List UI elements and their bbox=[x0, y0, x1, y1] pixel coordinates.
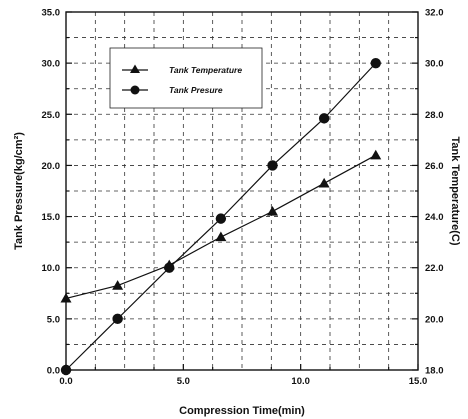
data-point-pressure bbox=[370, 57, 381, 69]
y2-axis-label: Tank Temperature(C) bbox=[449, 136, 461, 245]
data-point-temperature bbox=[267, 205, 279, 216]
legend: Tank Temperature Tank Presure bbox=[109, 47, 263, 109]
x-tick-label: 10.0 bbox=[291, 376, 310, 387]
data-point-temperature bbox=[318, 177, 330, 188]
x-axis-label: Compression Time(min) bbox=[179, 405, 305, 417]
data-point-temperature bbox=[60, 292, 72, 303]
x-tick-label: 5.0 bbox=[177, 376, 190, 387]
y-tick-label: 5.0 bbox=[47, 314, 60, 325]
y-tick-label: 15.0 bbox=[42, 212, 61, 223]
data-point-pressure bbox=[60, 364, 72, 376]
data-point-pressure bbox=[267, 160, 278, 171]
y2-tick-label: 32.0 bbox=[425, 8, 444, 19]
legend-triangle-marker bbox=[130, 64, 140, 73]
series-line-temperature bbox=[65, 154, 377, 299]
y-tick-label: 25.0 bbox=[42, 110, 61, 121]
x-tick-label: 15.0 bbox=[409, 376, 428, 387]
y-axis-label: Tank Pressure(kg/cm²) bbox=[13, 132, 25, 250]
y-tick-label: 20.0 bbox=[42, 161, 61, 172]
series-layer bbox=[60, 57, 382, 376]
axis-ticks: 0.0 5.0 10.0 15.0 0.0 5.0 10.0 15.0 20.0 25.0 30.0… bbox=[42, 8, 444, 388]
x-tick-label: 0.0 bbox=[59, 376, 72, 387]
legend-label-pressure: Tank Presure bbox=[169, 85, 223, 95]
y-tick-label: 30.0 bbox=[42, 59, 61, 70]
y2-tick-label: 18.0 bbox=[425, 366, 444, 377]
y-tick-label: 35.0 bbox=[42, 8, 61, 19]
data-point-pressure bbox=[215, 213, 227, 224]
data-point-temperature bbox=[370, 149, 382, 160]
y2-tick-label: 24.0 bbox=[425, 212, 444, 223]
data-point-pressure bbox=[318, 113, 330, 124]
y-tick-label: 0.0 bbox=[47, 366, 60, 377]
data-point-temperature bbox=[112, 280, 124, 290]
y2-tick-label: 30.0 bbox=[425, 59, 444, 70]
y2-tick-label: 26.0 bbox=[425, 161, 444, 172]
y2-tick-label: 28.0 bbox=[425, 110, 444, 121]
y2-tick-label: 20.0 bbox=[425, 314, 444, 325]
data-point-temperature bbox=[215, 231, 227, 242]
data-point-pressure bbox=[164, 262, 175, 273]
y-tick-label: 10.0 bbox=[42, 263, 61, 274]
y2-tick-label: 22.0 bbox=[425, 263, 444, 274]
legend-box bbox=[109, 47, 263, 109]
legend-circle-marker bbox=[130, 85, 140, 95]
legend-label-temperature: Tank Temperature bbox=[169, 65, 242, 75]
data-point-pressure bbox=[112, 313, 123, 325]
